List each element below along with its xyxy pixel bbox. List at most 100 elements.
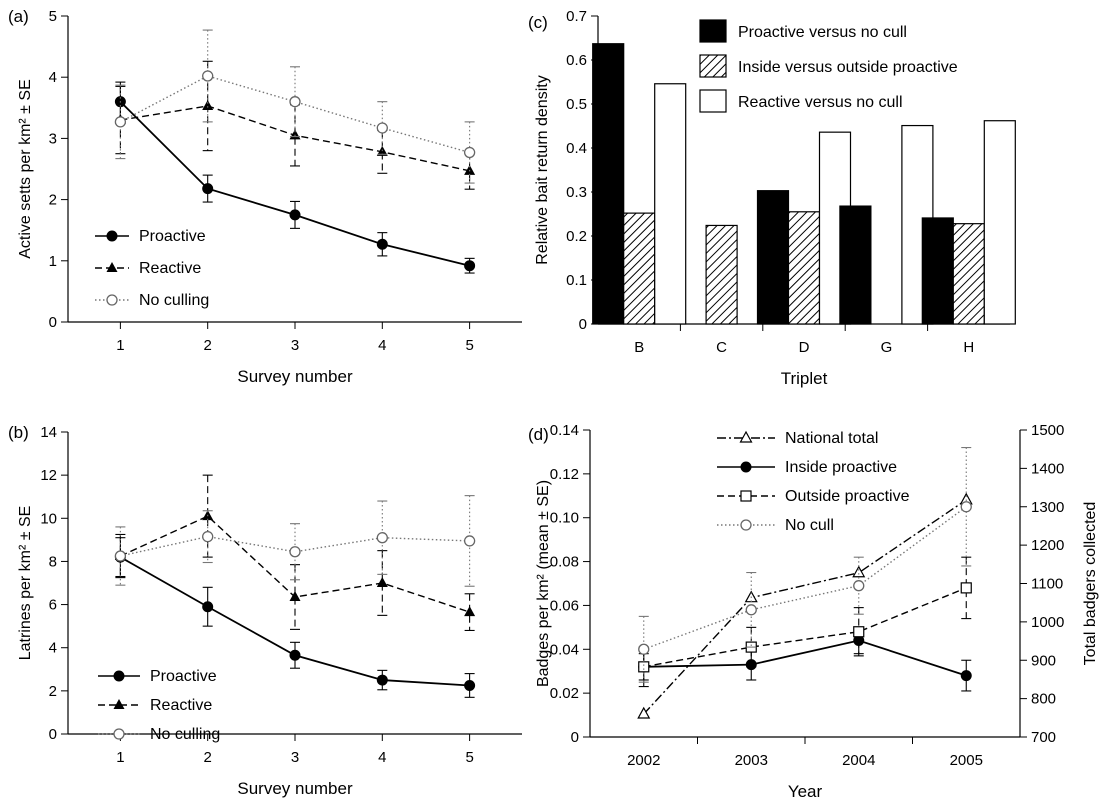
data-point-2 [852, 565, 866, 578]
series-1 [114, 60, 476, 190]
data-point-2 [853, 580, 865, 592]
x-tick-label-2: 3 [291, 337, 299, 354]
left-tick-label-6: 12 [40, 467, 57, 484]
data-point-2 [289, 96, 301, 108]
legend-marker-0 [739, 430, 753, 443]
panel-a-label: (a) [8, 7, 29, 26]
data-point-3 [376, 674, 388, 686]
x-axis-title: Triplet [781, 369, 828, 388]
data-point-4 [463, 146, 476, 159]
data-point-3 [376, 532, 388, 544]
legend-marker-1 [113, 699, 125, 709]
x-tick-label-3: 4 [378, 749, 386, 766]
data-point-4 [464, 260, 476, 272]
left-tick-label-5: 0.10 [550, 510, 579, 527]
data-point-1 [202, 70, 214, 82]
left-tick-label-2: 0.04 [550, 641, 579, 658]
left-tick-label-5: 10 [40, 510, 57, 527]
legend-label-3: No cull [785, 517, 834, 534]
panel-d-label: (d) [528, 425, 549, 444]
legend-swatch-2 [699, 89, 727, 113]
panel-d-chart: 0 0.02 0.04 0.06 0.08 0.10 0.12 0.14 2002 2003 200… [535, 422, 1099, 801]
legend-label-0: Proactive [139, 228, 206, 245]
panel-b-label: (b) [8, 423, 29, 442]
data-point-3 [376, 122, 388, 134]
x-tick-label-1: 2003 [735, 752, 768, 769]
legend-marker-0 [113, 670, 125, 682]
data-point-4 [463, 535, 476, 547]
x-tick-label-0: 2002 [627, 752, 660, 769]
left-tick-label-0: 0 [579, 316, 587, 333]
left-tick-label-3: 6 [49, 597, 57, 614]
legend-label-0: National total [785, 430, 878, 447]
series-2 [114, 495, 476, 587]
x-tick-label-3: 4 [378, 337, 386, 354]
data-point-1 [202, 530, 214, 543]
x-axis-title: Year [788, 782, 823, 801]
bar-G-0 [839, 205, 872, 325]
bar-B-2 [654, 83, 687, 325]
x-tick-label-2: 3 [291, 749, 299, 766]
legend-marker-2 [106, 294, 118, 306]
y-axis-title: Relative bait return density [534, 75, 551, 264]
x-tick-label-0: B [634, 339, 644, 356]
bar-D-0 [756, 190, 790, 325]
y-axis-right-title: Total badgers collected [1082, 502, 1099, 666]
right-tick-label-8: 1500 [1031, 422, 1064, 439]
legend-marker-0 [106, 230, 118, 242]
left-tick-label-5: 5 [49, 8, 57, 25]
bar-B-0 [592, 43, 625, 325]
legend-marker-1 [106, 262, 118, 272]
x-tick-label-2: D [799, 339, 810, 356]
right-tick-label-0: 700 [1031, 729, 1056, 746]
data-point-1 [202, 183, 214, 195]
left-tick-label-6: 0.12 [550, 466, 579, 483]
left-tick-label-7: 0.14 [550, 422, 579, 439]
legend-label-1: Reactive [150, 697, 212, 714]
left-tick-label-7: 0.7 [566, 8, 587, 25]
series-line [643, 506, 967, 650]
right-tick-label-5: 1200 [1031, 537, 1064, 554]
bar-H-1 [952, 223, 985, 325]
series-2 [114, 29, 476, 184]
data-point-3 [960, 501, 972, 513]
series-3 [638, 446, 972, 683]
left-tick-label-5: 0.5 [566, 96, 587, 113]
x-tick-label-0: 1 [116, 337, 124, 354]
left-tick-label-0: 0 [571, 729, 579, 746]
legend-label-1: Inside proactive [785, 459, 897, 476]
data-point-3 [376, 577, 388, 587]
right-tick-label-1: 800 [1031, 691, 1056, 708]
data-point-3 [960, 582, 972, 594]
bar-D-1 [787, 211, 821, 325]
legend-label-2: Reactive versus no cull [738, 94, 903, 111]
right-tick-label-2: 900 [1031, 652, 1056, 669]
data-point-2 [289, 209, 301, 221]
left-tick-label-0: 0 [49, 314, 57, 331]
x-axis-title: Survey number [237, 367, 353, 386]
right-tick-label-3: 1000 [1031, 614, 1064, 631]
x-tick-label-1: C [716, 339, 727, 356]
legend-swatch-0 [699, 19, 727, 43]
data-point-0 [114, 550, 127, 562]
x-tick-label-3: 2005 [950, 752, 983, 769]
legend-label-1: Inside versus outside proactive [738, 59, 958, 76]
legend-label-2: No culling [150, 726, 220, 743]
bar-C-1 [705, 224, 738, 325]
left-tick-label-1: 2 [49, 683, 57, 700]
series-2 [638, 556, 972, 681]
panel-c-chart: 0 0.1 0.2 0.3 0.4 0.5 0.6 0.7 B C D G H Triplet Relati… [534, 8, 1016, 388]
series-0 [637, 492, 973, 719]
panel-a-chart: 0 1 2 3 4 5 1 2 3 4 5 Survey number Active setts per… [17, 8, 522, 386]
left-tick-label-4: 8 [49, 553, 57, 570]
legend-marker-1 [740, 461, 752, 473]
left-tick-label-0: 0 [49, 726, 57, 743]
right-tick-label-4: 1100 [1031, 576, 1063, 593]
x-tick-label-1: 2 [204, 749, 212, 766]
data-point-2 [853, 626, 865, 638]
bar-B-1 [623, 212, 656, 325]
legend-label-1: Reactive [139, 260, 201, 277]
data-point-4 [464, 606, 476, 617]
legend-label-0: Proactive [150, 668, 217, 685]
